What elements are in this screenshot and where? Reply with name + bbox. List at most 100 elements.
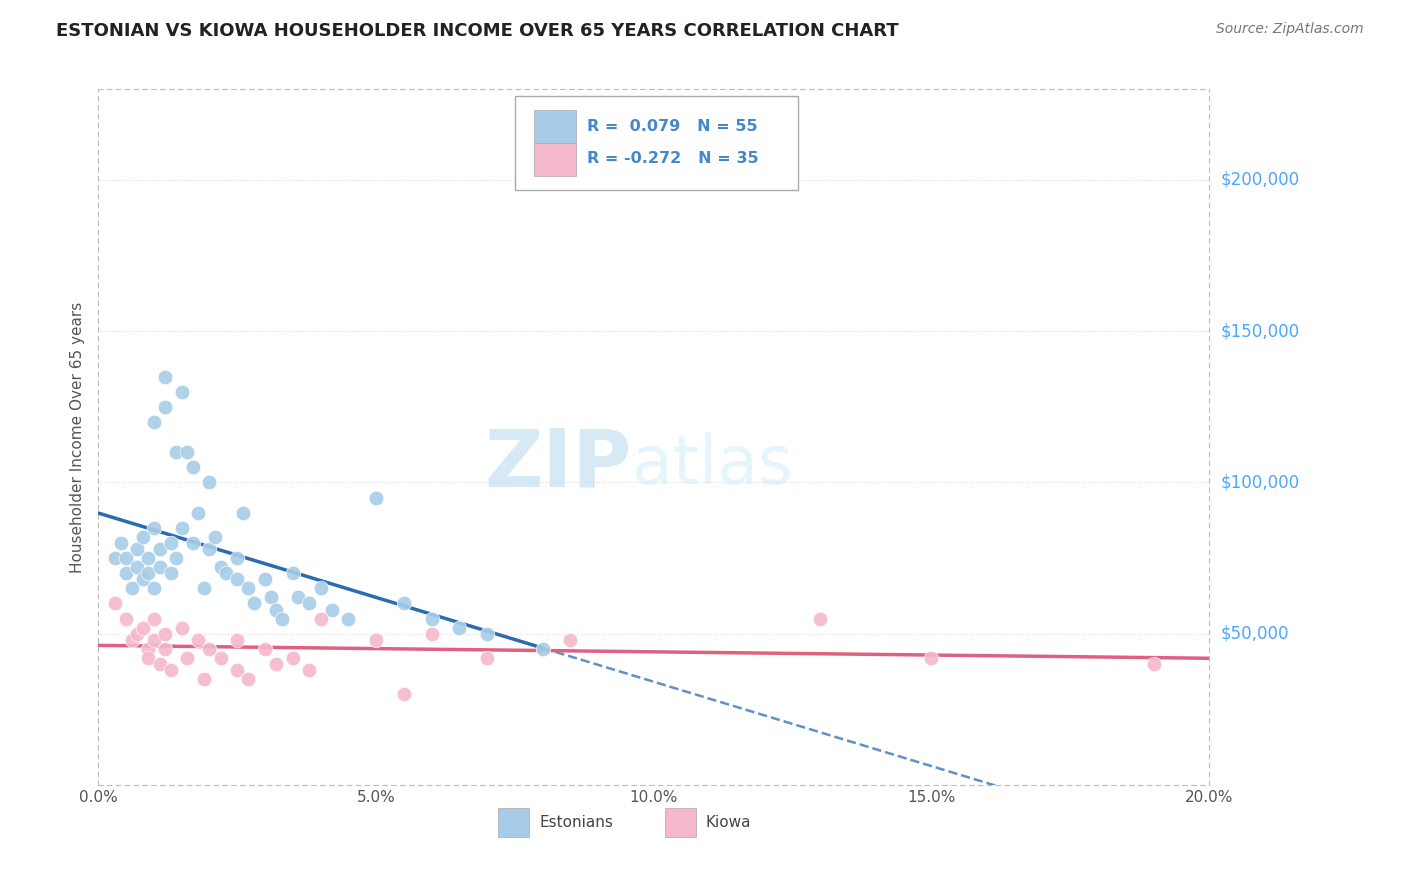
FancyBboxPatch shape [515, 96, 799, 190]
Point [159, 566, 181, 581]
Text: $150,000: $150,000 [1220, 322, 1299, 340]
Point [321, 602, 343, 616]
Point [309, 582, 332, 596]
Point [153, 369, 176, 384]
Bar [534, 143, 576, 177]
Point [159, 663, 181, 677]
Point [148, 541, 170, 556]
Point [198, 475, 221, 490]
Point [176, 445, 198, 459]
Point [238, 672, 260, 686]
Text: $100,000: $100,000 [1220, 474, 1299, 491]
Text: ESTONIAN VS KIOWA HOUSEHOLDER INCOME OVER 65 YEARS CORRELATION CHART: ESTONIAN VS KIOWA HOUSEHOLDER INCOME OVE… [56, 22, 898, 40]
Text: Estonians: Estonians [540, 815, 613, 830]
Point [153, 641, 176, 656]
Y-axis label: Householder Income Over 65 years: Householder Income Over 65 years [70, 301, 86, 573]
Point [298, 663, 321, 677]
Point [127, 541, 149, 556]
Point [226, 663, 249, 677]
Point [209, 651, 232, 665]
Point [115, 551, 138, 566]
Point [287, 591, 309, 605]
Point [238, 582, 260, 596]
Point [475, 626, 499, 640]
Point [132, 621, 155, 635]
Point [204, 530, 226, 544]
Text: atlas: atlas [631, 432, 793, 498]
Point [138, 641, 160, 656]
Bar [498, 808, 530, 837]
Point [181, 460, 204, 475]
Point [281, 566, 304, 581]
Point [165, 551, 187, 566]
Point [420, 626, 443, 640]
Point [226, 551, 249, 566]
Point [138, 651, 160, 665]
Point [148, 657, 170, 671]
Point [281, 651, 304, 665]
Text: R = -0.272   N = 35: R = -0.272 N = 35 [588, 152, 759, 166]
Point [253, 572, 276, 586]
Point [298, 597, 321, 611]
Point [115, 611, 138, 625]
Point [187, 632, 209, 647]
Text: R =  0.079   N = 55: R = 0.079 N = 55 [588, 119, 758, 134]
Point [110, 536, 132, 550]
Point [127, 626, 149, 640]
Point [226, 572, 249, 586]
Point [121, 632, 143, 647]
Point [159, 536, 181, 550]
Point [531, 641, 554, 656]
Point [253, 641, 276, 656]
Text: ZIP: ZIP [484, 425, 631, 504]
Point [138, 551, 160, 566]
Point [420, 611, 443, 625]
Point [193, 582, 215, 596]
Point [143, 521, 166, 535]
Point [920, 651, 942, 665]
Point [138, 566, 160, 581]
Point [153, 400, 176, 414]
Point [226, 632, 249, 647]
Point [127, 560, 149, 574]
Point [1143, 657, 1166, 671]
Point [309, 611, 332, 625]
Point [170, 384, 193, 399]
Text: $200,000: $200,000 [1220, 171, 1299, 189]
Point [148, 560, 170, 574]
Point [337, 611, 360, 625]
Point [560, 632, 582, 647]
Point [115, 566, 138, 581]
Point [264, 657, 287, 671]
Point [392, 597, 415, 611]
Point [104, 551, 127, 566]
Text: Source: ZipAtlas.com: Source: ZipAtlas.com [1216, 22, 1364, 37]
Point [270, 611, 292, 625]
Point [170, 521, 193, 535]
Point [187, 506, 209, 520]
Point [153, 626, 176, 640]
Point [104, 597, 127, 611]
Point [810, 611, 832, 625]
Bar [665, 808, 696, 837]
Point [193, 672, 215, 686]
Point [143, 611, 166, 625]
Point [392, 687, 415, 701]
Point [264, 602, 287, 616]
Point [209, 560, 232, 574]
Point [143, 582, 166, 596]
Point [176, 651, 198, 665]
Point [232, 506, 254, 520]
Point [143, 415, 166, 429]
Point [215, 566, 238, 581]
Point [143, 632, 166, 647]
Point [132, 530, 155, 544]
Point [181, 536, 204, 550]
Point [475, 651, 499, 665]
Text: $50,000: $50,000 [1220, 624, 1289, 643]
Point [132, 572, 155, 586]
Point [170, 621, 193, 635]
Point [165, 445, 187, 459]
Point [198, 541, 221, 556]
Point [243, 597, 266, 611]
